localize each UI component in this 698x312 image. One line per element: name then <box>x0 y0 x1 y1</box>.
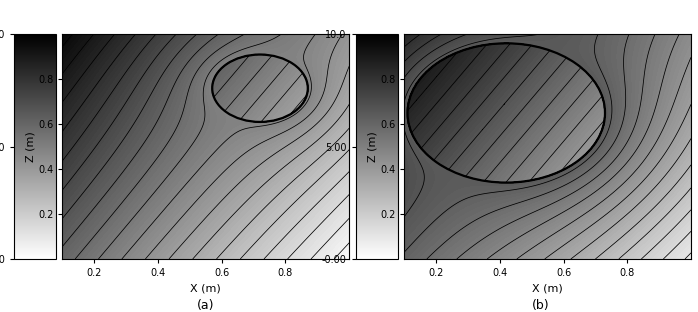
X-axis label: X (m): X (m) <box>533 284 563 294</box>
Text: (b): (b) <box>532 299 550 312</box>
Text: (a): (a) <box>197 299 215 312</box>
X-axis label: X (m): X (m) <box>191 284 221 294</box>
Y-axis label: Z (m): Z (m) <box>367 131 377 162</box>
Y-axis label: Z (m): Z (m) <box>25 131 36 162</box>
